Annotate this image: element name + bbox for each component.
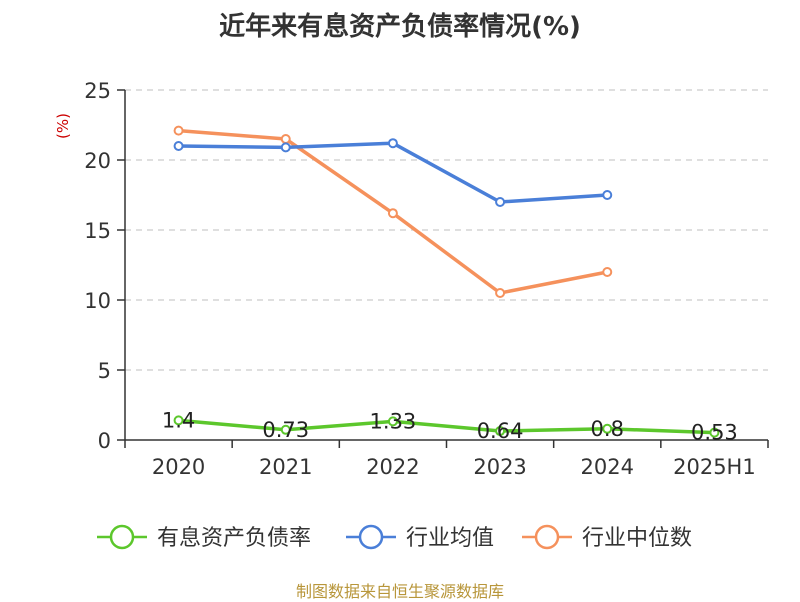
y-tick-label: 20: [84, 149, 111, 173]
data-point: [495, 426, 506, 437]
axes: 0 5 10 15 20 25 2020 2021 2022 2023 2024 2025H1: [84, 79, 769, 479]
legend-item: 有息资产负债率: [97, 524, 311, 551]
x-tick-label: 2024: [581, 455, 634, 479]
legend-label: 行业均值: [406, 526, 494, 551]
legend: 有息资产负债率 行业均值 行业中位数: [97, 524, 692, 551]
legend-marker: [109, 524, 135, 550]
data-point: [280, 142, 291, 153]
gridlines: [125, 89, 768, 371]
data-label: 0.53: [691, 421, 738, 445]
x-tick-label: 2022: [366, 455, 419, 479]
data-point: [173, 125, 184, 136]
data-point: [602, 190, 613, 200]
data-point: [602, 267, 613, 277]
data-point: [387, 138, 398, 149]
y-tick-label: 10: [84, 289, 111, 313]
x-tick-label: 2020: [152, 455, 205, 479]
x-tick-label: 2021: [259, 455, 312, 479]
data-point: [387, 208, 398, 219]
data-point: [495, 288, 506, 298]
y-tick-label: 15: [84, 219, 111, 243]
x-tick-label: 2025H1: [673, 455, 756, 479]
legend-label: 行业中位数: [582, 526, 692, 551]
data-label: 0.73: [262, 418, 309, 442]
data-point: [280, 424, 291, 435]
data-label: 0.8: [591, 417, 624, 441]
data-label: 1.33: [370, 409, 417, 433]
data-point: [495, 197, 506, 207]
legend-label: 有息资产负债率: [157, 526, 311, 551]
data-point: [173, 141, 184, 151]
y-axis-unit-label: (%): [54, 113, 72, 139]
data-point: [387, 416, 398, 427]
x-tick-label: 2023: [473, 455, 526, 479]
legend-marker: [534, 524, 560, 550]
legend-item: 行业中位数: [522, 524, 692, 551]
series: 1.4 0.73 1.33 0.64 0.8 0.53: [162, 125, 738, 445]
series-line: [178, 418, 715, 435]
y-tick-label: 0: [98, 429, 111, 453]
legend-marker: [358, 524, 384, 550]
data-label: 1.4: [162, 408, 195, 432]
chart-title: 近年来有息资产负债率情况(%): [219, 12, 581, 42]
data-label: 0.64: [477, 419, 524, 443]
data-point: [173, 415, 184, 426]
y-tick-label: 25: [84, 79, 111, 103]
source-note: 制图数据来自恒生聚源数据库: [295, 582, 504, 601]
legend-item: 行业均值: [346, 524, 494, 551]
y-tick-label: 5: [98, 359, 111, 383]
data-point: [709, 427, 720, 438]
data-point: [280, 134, 291, 144]
data-point: [602, 423, 613, 434]
series-line: [178, 141, 608, 204]
